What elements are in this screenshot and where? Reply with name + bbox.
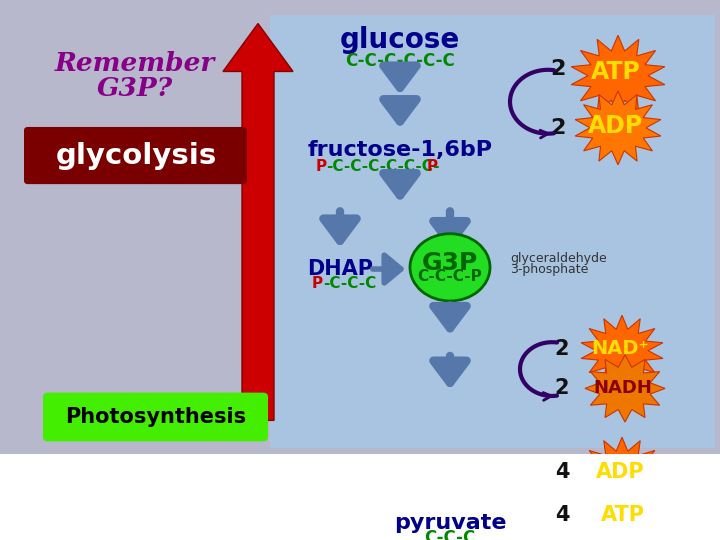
Text: ATP: ATP: [591, 60, 641, 84]
Text: P: P: [427, 159, 438, 174]
Text: -C-C-C-C-C-C-: -C-C-C-C-C-C-: [326, 159, 440, 174]
Text: G3P: G3P: [422, 251, 478, 275]
Polygon shape: [575, 91, 661, 165]
Polygon shape: [581, 437, 663, 508]
Text: 2: 2: [550, 59, 566, 79]
Text: NAD⁺: NAD⁺: [591, 340, 649, 359]
Text: glucose: glucose: [340, 26, 460, 55]
Polygon shape: [581, 315, 663, 386]
Text: ATP: ATP: [601, 504, 645, 524]
Text: ADP: ADP: [588, 114, 644, 138]
Polygon shape: [586, 481, 664, 540]
Text: 2: 2: [554, 379, 570, 399]
Text: 2: 2: [554, 339, 570, 359]
FancyBboxPatch shape: [0, 0, 720, 454]
Text: P: P: [312, 276, 323, 291]
Text: 4: 4: [554, 462, 570, 483]
Text: P: P: [316, 159, 327, 174]
Text: C-C-C-P: C-C-C-P: [418, 269, 482, 284]
Text: C-C-C-C-C-C: C-C-C-C-C-C: [345, 51, 455, 70]
FancyBboxPatch shape: [24, 127, 247, 184]
Text: fructose-1,6bP: fructose-1,6bP: [307, 140, 492, 160]
Text: glyceraldehyde: glyceraldehyde: [510, 252, 607, 266]
Text: Remember: Remember: [55, 51, 215, 76]
FancyBboxPatch shape: [43, 393, 268, 441]
Text: G3P?: G3P?: [97, 76, 173, 101]
Circle shape: [410, 234, 490, 301]
Text: DHAP: DHAP: [307, 259, 373, 279]
Text: glycolysis: glycolysis: [55, 141, 217, 170]
FancyBboxPatch shape: [270, 15, 715, 448]
Text: pyruvate: pyruvate: [394, 513, 506, 533]
Text: -C-C-C: -C-C-C: [323, 276, 377, 291]
Polygon shape: [223, 24, 293, 420]
Text: C-C-C: C-C-C: [424, 529, 476, 540]
Text: ADP: ADP: [595, 462, 644, 483]
Text: 3-phosphate: 3-phosphate: [510, 264, 588, 276]
Text: 2: 2: [550, 118, 566, 138]
Text: 4: 4: [554, 504, 570, 524]
Polygon shape: [585, 355, 665, 422]
Text: Photosynthesis: Photosynthesis: [66, 407, 246, 427]
Text: NADH: NADH: [593, 380, 652, 397]
Polygon shape: [571, 35, 665, 116]
